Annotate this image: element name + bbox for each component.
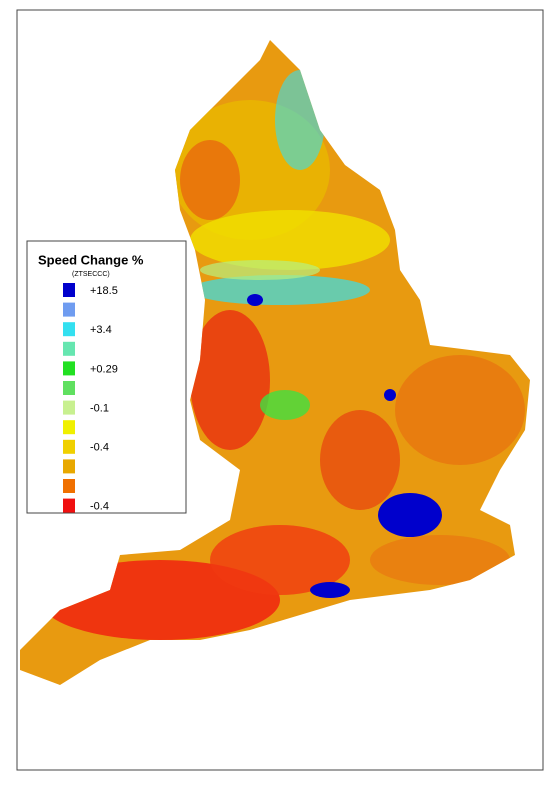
legend-label: +3.4: [90, 324, 112, 336]
legend-swatch: [63, 498, 75, 513]
legend-swatch: [63, 322, 75, 337]
legend-swatch: [63, 479, 75, 493]
legend-label: -0.4: [90, 442, 109, 454]
legend-subtitle: (ZTSECCC): [72, 271, 110, 278]
legend-label: +0.29: [90, 363, 118, 375]
legend-title: Speed Change %: [38, 252, 144, 267]
legend-swatch: [63, 302, 75, 317]
legend-entries: +18.5 +3.4 +0.29 -0.1 -0.4 -0.4: [63, 283, 118, 513]
legend-swatch: [63, 400, 75, 415]
legend-swatch: [63, 341, 75, 356]
legend-label: -0.4: [90, 501, 109, 513]
legend-swatch: [63, 381, 75, 395]
legend-label: +18.5: [90, 285, 118, 297]
legend-swatch: [63, 420, 75, 435]
legend-label: -0.1: [90, 403, 109, 415]
legend-swatch: [63, 361, 75, 376]
legend: Speed Change % (ZTSECCC) +18.5 +3.4 +0.29 -…: [26, 240, 187, 514]
legend-swatch: [63, 439, 75, 454]
legend-swatch: [63, 283, 75, 297]
legend-box: [26, 240, 187, 514]
legend-swatch: [63, 459, 75, 474]
